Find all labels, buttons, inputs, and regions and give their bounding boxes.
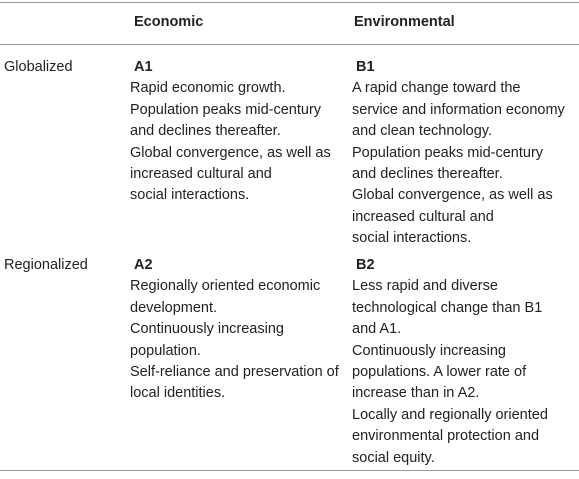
text-line: increased cultural and xyxy=(352,208,494,225)
text-line: Regionally oriented economic xyxy=(130,278,321,295)
text-line: Population peaks mid-century xyxy=(352,144,544,161)
text-line: Global convergence, as well as xyxy=(352,187,553,204)
row-label: Globalized xyxy=(4,59,73,75)
scenario-code: A2 xyxy=(134,257,153,273)
text-line: service and information economy xyxy=(352,101,565,118)
text-line: A rapid change toward the xyxy=(352,80,521,97)
column-header: Environmental xyxy=(354,14,455,30)
text-line: increased cultural and xyxy=(130,166,272,183)
text-line: technological change than B1 xyxy=(352,299,543,316)
text-line: environmental protection and xyxy=(352,428,540,445)
text-line: Continuously increasing xyxy=(352,342,506,359)
text-line: Self-reliance and preservation of xyxy=(130,364,339,381)
cell: B2 Less rapid and diverse technological ch… xyxy=(352,255,548,469)
text-line: populations. A lower rate of xyxy=(352,364,527,381)
text-line: and declines thereafter. xyxy=(130,123,281,140)
scenario-code: A1 xyxy=(134,59,153,75)
text-line: development. xyxy=(130,299,218,316)
cell: B1 A rapid change toward the service and i… xyxy=(352,57,565,250)
text-line: social interactions. xyxy=(130,187,250,204)
text-line: and A1. xyxy=(352,321,402,338)
text-line: and clean technology. xyxy=(352,123,493,140)
scenario-code: B2 xyxy=(356,257,375,273)
cell: A2 Regionally oriented economic developmen… xyxy=(130,255,339,405)
text-line: population. xyxy=(130,342,201,359)
text-line: social interactions. xyxy=(352,230,472,247)
text-line: Less rapid and diverse xyxy=(352,278,498,295)
text-line: Rapid economic growth. xyxy=(130,80,286,97)
text-line: Continuously increasing xyxy=(130,321,284,338)
text-line: Locally and regionally oriented xyxy=(352,406,548,423)
text-line: Population peaks mid-century xyxy=(130,101,322,118)
text-line: increase than in A2. xyxy=(352,385,480,402)
top-rule xyxy=(0,2,579,3)
column-header: Economic xyxy=(134,14,204,30)
text-line: Global convergence, as well as xyxy=(130,144,331,161)
scenario-code: B1 xyxy=(356,59,375,75)
text-line: social equity. xyxy=(352,449,435,466)
row-label: Regionalized xyxy=(4,257,88,273)
cell: A1 Rapid economic growth. Population peaks… xyxy=(130,57,331,207)
text-line: and declines thereafter. xyxy=(352,166,503,183)
header-rule xyxy=(0,44,579,45)
bottom-rule xyxy=(0,470,579,471)
text-line: local identities. xyxy=(130,385,226,402)
